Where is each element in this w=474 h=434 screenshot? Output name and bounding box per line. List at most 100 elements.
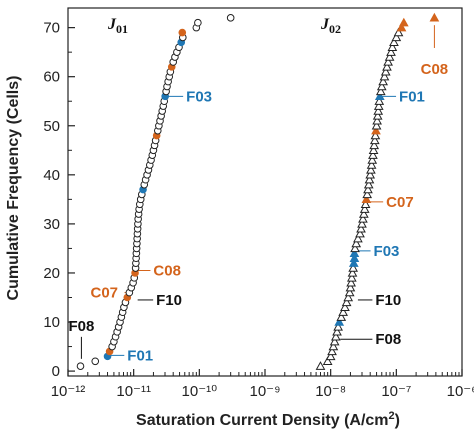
j02-point xyxy=(380,66,391,76)
annotation-label: F03 xyxy=(186,88,212,105)
j02-point xyxy=(355,228,365,238)
annotation-label: F10 xyxy=(156,292,182,309)
j02-point xyxy=(382,61,392,71)
j02-point xyxy=(315,361,326,370)
j02-point xyxy=(368,150,378,159)
j02-point xyxy=(357,218,367,228)
y-tick-label: 70 xyxy=(43,20,60,37)
j02-point xyxy=(325,351,336,361)
annotation-label: F10 xyxy=(375,292,401,309)
j02-point xyxy=(346,272,357,282)
j02-point xyxy=(345,282,356,292)
x-tick-label: 10⁻⁹ xyxy=(249,383,280,400)
y-tick-label: 20 xyxy=(43,265,60,282)
j02-point xyxy=(367,155,378,164)
j02-point xyxy=(349,248,360,258)
j02-point xyxy=(329,336,340,346)
plot-frame xyxy=(67,7,463,377)
j02-point xyxy=(370,130,381,140)
j02-point xyxy=(366,164,376,174)
j02-point xyxy=(374,91,385,101)
annotation-label: C08 xyxy=(153,263,181,280)
j01-point xyxy=(91,357,100,366)
j01-point xyxy=(76,362,85,370)
j02-point xyxy=(396,22,407,32)
y-tick-label: 40 xyxy=(43,167,60,184)
j02-point xyxy=(358,209,369,218)
x-tick-label: 10⁻⁶ xyxy=(447,383,474,400)
j02-point xyxy=(349,253,360,262)
annotation-label: F08 xyxy=(375,331,401,348)
j02-point xyxy=(369,140,380,150)
j02-point xyxy=(372,110,383,120)
j02-point xyxy=(374,96,385,105)
j02-point xyxy=(333,321,343,331)
j02-point xyxy=(398,17,409,27)
j02-point xyxy=(363,184,373,194)
j02-point xyxy=(359,204,370,213)
j02-point xyxy=(429,12,440,22)
y-tick-label: 10 xyxy=(43,314,60,331)
x-tick-label: 10⁻¹² xyxy=(51,383,86,400)
j02-point xyxy=(365,169,376,179)
x-tick-label: 10⁻⁸ xyxy=(315,383,346,400)
j02-point xyxy=(331,331,341,341)
annotation-label: F01 xyxy=(127,347,153,364)
j02-point xyxy=(373,106,384,115)
j02-point xyxy=(353,233,363,243)
j02-point xyxy=(341,297,352,307)
j02-point xyxy=(336,312,347,321)
j02-point xyxy=(351,238,362,248)
j02-point xyxy=(372,115,382,125)
point-annotations: F03 C08 C07 F10 F08 F01 C08 F01 C07 F03 F10 F08 xyxy=(68,25,448,364)
j02-point xyxy=(363,179,374,189)
j02-point xyxy=(364,174,375,184)
x-axis-title: Saturation Current Density (A/cm2) xyxy=(136,410,400,429)
j02-point xyxy=(322,356,333,365)
j02-point xyxy=(360,199,371,208)
j02-point xyxy=(371,125,381,135)
j02-point xyxy=(379,71,390,81)
j02-point xyxy=(347,267,358,277)
annotation-label: F01 xyxy=(399,88,425,105)
j02-point xyxy=(383,56,393,66)
j02-point xyxy=(340,302,350,312)
j02-point xyxy=(373,101,384,110)
y-tick-label: 60 xyxy=(43,69,60,86)
panel-label-j02: J02 xyxy=(320,16,341,36)
j02-point xyxy=(327,346,337,356)
j02-point xyxy=(386,47,396,56)
j02-point xyxy=(391,32,402,42)
j02-point xyxy=(344,287,355,297)
j02-point xyxy=(358,213,368,223)
j02-point xyxy=(348,263,359,272)
j02-point xyxy=(334,316,345,326)
j02-point xyxy=(343,292,354,302)
j02-point xyxy=(389,37,399,47)
y-tick-label: 0 xyxy=(52,363,60,380)
j01-point xyxy=(194,18,202,27)
x-tick-label: 10⁻⁷ xyxy=(381,383,411,400)
j01-point xyxy=(178,28,187,37)
annotation-label: C07 xyxy=(386,194,414,211)
j02-point xyxy=(376,81,387,91)
x-tick-label: 10⁻¹⁰ xyxy=(182,383,218,400)
j02-point xyxy=(369,135,380,145)
j02-point xyxy=(361,194,372,204)
j02-point xyxy=(366,159,377,169)
j02-point xyxy=(332,326,342,336)
annotation-label: F03 xyxy=(374,243,400,260)
j02-point xyxy=(346,277,356,287)
j02-point xyxy=(356,223,366,233)
j02-point xyxy=(362,189,373,199)
j02-point xyxy=(328,341,339,351)
annotation-label: C08 xyxy=(421,61,449,78)
j02-point xyxy=(371,120,382,130)
j02-point xyxy=(384,52,395,61)
y-tick-label: 30 xyxy=(43,216,60,233)
annotation-label: F08 xyxy=(68,318,94,335)
j02-point xyxy=(348,258,359,267)
j02-point xyxy=(338,307,349,316)
panel-label-j01: J01 xyxy=(107,16,128,36)
